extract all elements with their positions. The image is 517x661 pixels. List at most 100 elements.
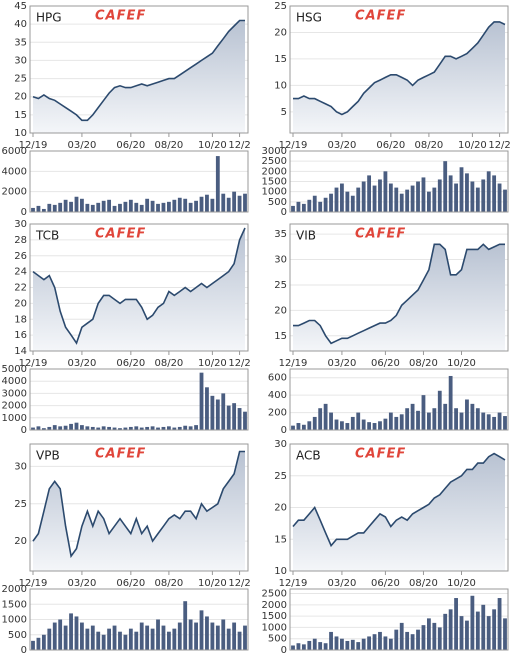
volume-bar	[497, 598, 502, 650]
volume-bar	[465, 399, 469, 430]
ticker-label: HSG	[296, 11, 322, 25]
volume-bar	[497, 183, 502, 212]
volume-bar	[329, 631, 333, 650]
volume-bar	[172, 199, 177, 212]
price-line	[293, 21, 506, 116]
volume-bar	[221, 619, 226, 650]
volume-bar	[36, 205, 41, 212]
y-tick-label: 10	[274, 80, 287, 91]
volume-bar	[421, 395, 426, 430]
volume-bar	[183, 198, 188, 212]
volume-bar	[329, 412, 333, 430]
y-tick-label: 30	[274, 255, 287, 266]
volume-bar	[410, 403, 415, 430]
y-tick-label: 20	[14, 92, 27, 103]
y-tick-label: 0	[281, 207, 287, 218]
y-tick-label: 15	[274, 331, 287, 342]
volume-bar	[145, 426, 150, 430]
plot-frame	[289, 5, 509, 134]
y-tick-label: 40	[14, 19, 27, 30]
y-tick-label: 30	[14, 461, 27, 472]
volume-bar	[145, 625, 150, 650]
x-tick-label: 03/20	[68, 140, 97, 151]
y-tick-label: 2000	[2, 187, 27, 198]
volume-bar	[323, 197, 328, 212]
y-tick-label: 15	[14, 110, 27, 121]
y-tick-label: 0	[281, 425, 287, 436]
y-tick-label: 600	[268, 373, 287, 384]
volume-bar	[112, 427, 117, 430]
volume-bar	[118, 203, 122, 212]
price-line	[292, 452, 506, 548]
volume-bar	[232, 403, 237, 430]
volume-bar	[85, 203, 90, 212]
volume-bar	[232, 191, 237, 212]
x-tick-label: 12/2	[228, 358, 250, 369]
volume-bar	[492, 175, 497, 212]
volume-bar	[426, 191, 431, 212]
volume-bar	[372, 634, 377, 650]
y-tick-label: 25	[274, 1, 287, 12]
volume-bar	[36, 426, 41, 430]
watermark: CAFEF	[355, 227, 406, 242]
volume-bar	[215, 399, 220, 430]
volume-bar	[101, 634, 106, 650]
y-tick-label: 30	[14, 219, 27, 230]
volume-bar	[459, 616, 464, 650]
y-tick-label: 35	[14, 37, 27, 48]
volume-bar	[443, 613, 448, 650]
volume-bar	[161, 426, 166, 430]
volume-bar	[291, 425, 295, 430]
volume-bar	[492, 416, 497, 430]
x-tick-label: 12/19	[19, 578, 48, 589]
volume-bar	[199, 196, 204, 212]
y-tick-label: 20	[274, 503, 287, 514]
y-tick-label: 1500	[2, 599, 27, 610]
volume-bar	[416, 410, 420, 430]
area-fill	[33, 20, 245, 133]
volume-bar	[296, 423, 301, 430]
x-tick-label: 06/20	[116, 578, 145, 589]
volume-bar	[128, 628, 133, 650]
volume-bar	[372, 185, 377, 212]
volume-bar	[156, 619, 160, 650]
volume-bar	[183, 601, 188, 650]
x-tick-label: 06/20	[371, 578, 400, 589]
volume-bar	[90, 426, 95, 430]
volume-bar	[161, 625, 166, 650]
volume-bar	[312, 638, 317, 650]
y-tick-label: 1000	[2, 615, 27, 626]
volume-bar	[410, 185, 415, 212]
y-tick-label: 5	[281, 107, 287, 118]
volume-bar	[107, 199, 112, 212]
volume-bar	[226, 628, 231, 650]
volume-bar	[41, 208, 46, 212]
y-tick-label: 20	[274, 27, 287, 38]
x-tick-label: 12/2	[228, 578, 250, 589]
x-tick-label: 12/19	[279, 578, 308, 589]
volume-bar	[47, 628, 52, 650]
y-tick-label: 1000	[2, 413, 27, 424]
y-tick-label: 15	[274, 54, 287, 65]
volume-bar	[383, 636, 388, 650]
volume-bar	[237, 195, 242, 212]
volume-bar	[465, 173, 469, 212]
x-tick-label: 10/20	[447, 578, 476, 589]
volume-bar	[394, 187, 399, 212]
watermark: CAFEF	[95, 227, 146, 242]
y-tick-label: 35	[274, 229, 287, 240]
volume-bar	[47, 426, 52, 430]
x-tick-label: 12/2	[488, 140, 510, 151]
area-fill	[33, 228, 245, 351]
volume-bar	[161, 202, 166, 212]
volume-bar	[329, 193, 333, 212]
volume-bar	[58, 202, 63, 212]
volume-bar	[112, 625, 117, 650]
volume-bar	[243, 193, 247, 212]
x-tick-label: 12/19	[279, 358, 308, 369]
volume-bar	[421, 625, 426, 650]
volume-bar	[345, 640, 350, 650]
volume-bar	[410, 634, 415, 650]
volume-bar	[481, 179, 486, 212]
y-tick-label: 0	[21, 425, 27, 436]
